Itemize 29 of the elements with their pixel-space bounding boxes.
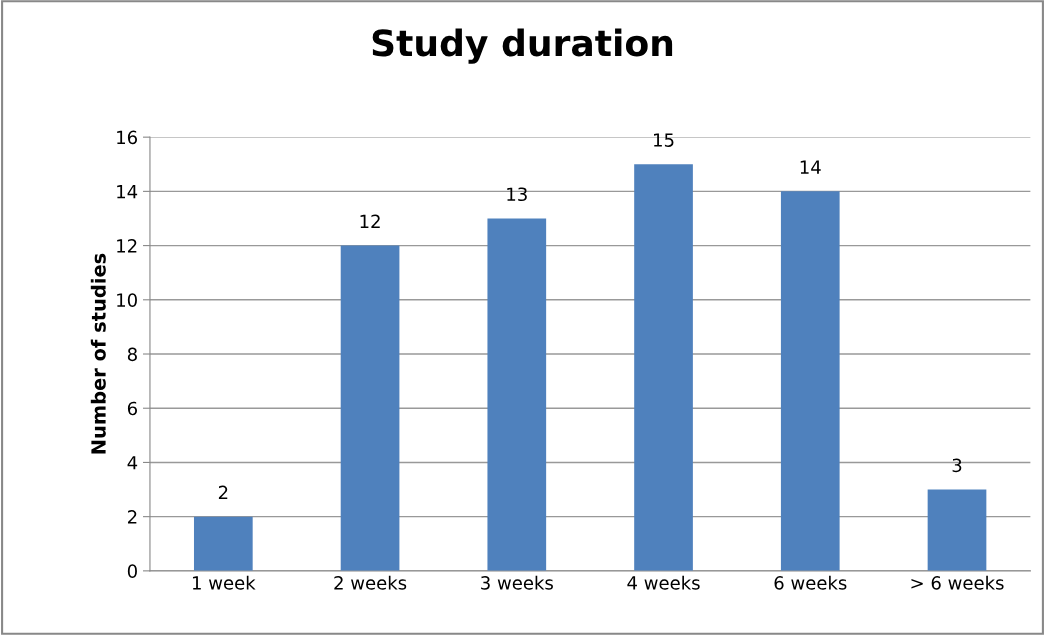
y-axis-title: Number of studies: [90, 253, 106, 454]
data-label: 13: [507, 187, 527, 202]
y-tick-label: 12: [117, 239, 137, 253]
bar: [487, 218, 547, 571]
bar: [340, 245, 400, 571]
x-tick-label: 1 week: [192, 575, 256, 590]
data-label: 3: [952, 458, 962, 473]
bar: [780, 191, 840, 571]
x-tick-label: 6 weeks: [774, 575, 847, 590]
y-tick-label: 8: [127, 347, 137, 362]
x-tick-label: 4 weeks: [627, 575, 700, 590]
bar: [193, 516, 253, 571]
bar: [634, 164, 693, 571]
data-label: 14: [800, 160, 821, 174]
x-tick-label: 2 weeks: [334, 575, 407, 590]
x-tick-label: > 6 weeks: [911, 575, 1004, 590]
chart-title: Study duration: [372, 28, 673, 64]
y-tick-label: 6: [127, 401, 138, 416]
y-tick-label: 0: [127, 564, 137, 578]
data-label: 2: [218, 485, 228, 500]
bar: [927, 489, 987, 571]
y-tick-label: 4: [127, 456, 138, 470]
data-label: 12: [360, 214, 380, 228]
y-tick-label: 10: [117, 293, 137, 307]
x-tick-label: 3 weeks: [481, 575, 553, 590]
data-label: 15: [654, 133, 674, 147]
y-tick-label: 14: [117, 185, 138, 199]
y-tick-label: 16: [117, 130, 138, 145]
y-tick-label: 2: [127, 510, 137, 524]
